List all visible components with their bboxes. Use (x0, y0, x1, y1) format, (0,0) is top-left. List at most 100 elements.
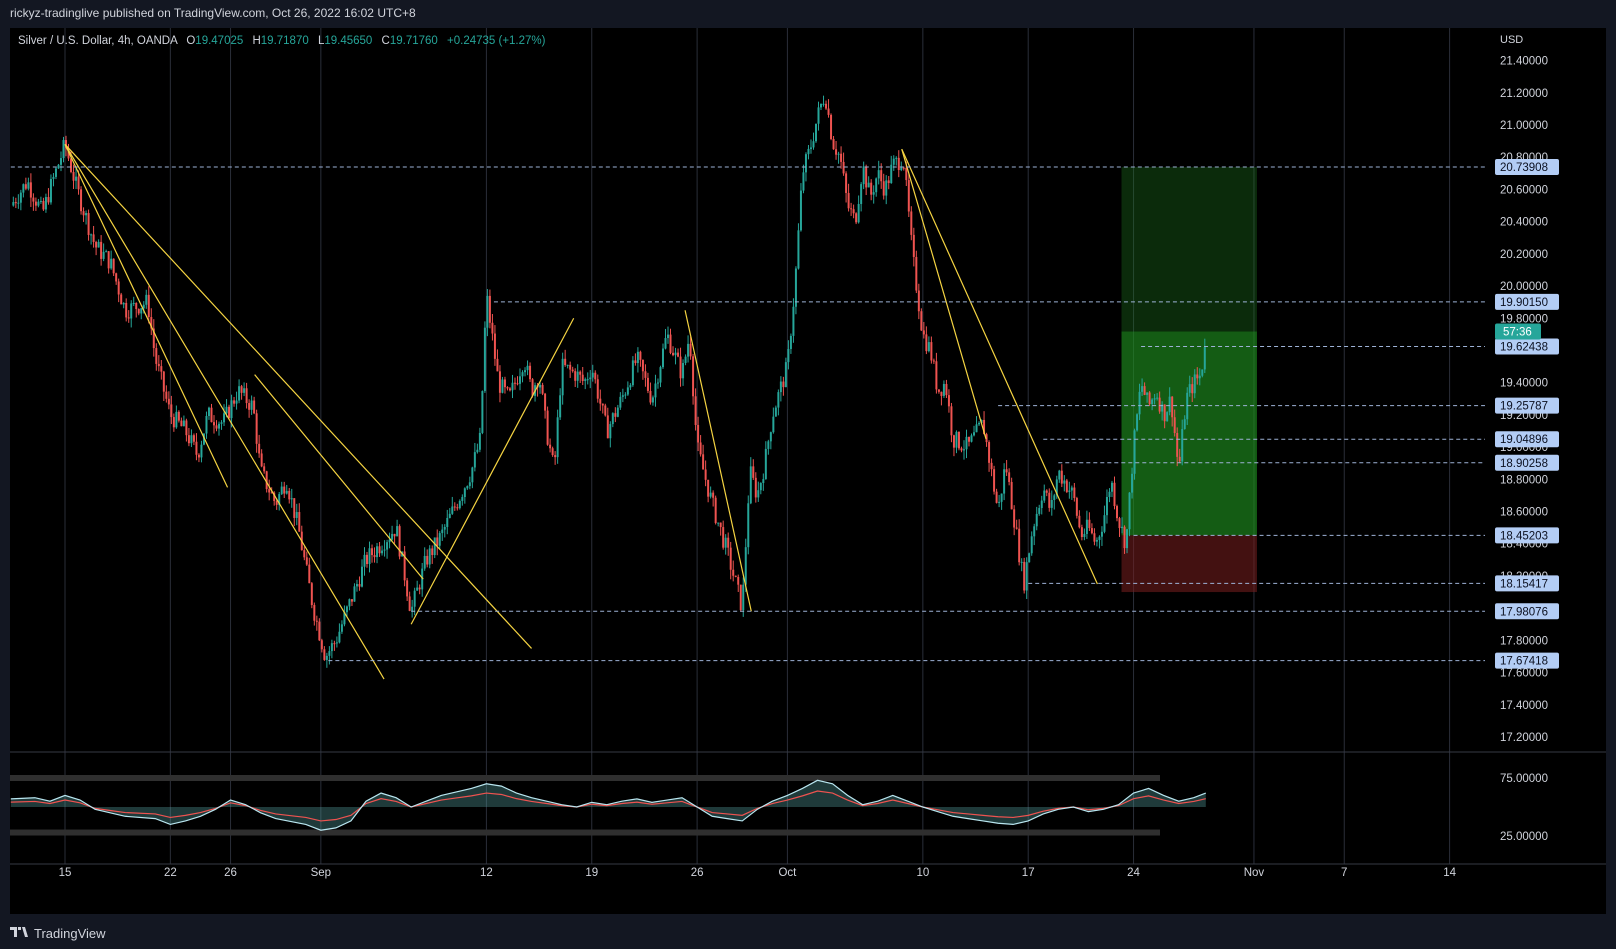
candle-up (1151, 399, 1154, 405)
candle-down (513, 382, 516, 384)
candle-down (983, 419, 986, 435)
candle-up (1146, 392, 1149, 395)
candle-up (1103, 515, 1106, 532)
level-label-bg (1495, 527, 1559, 544)
candle-down (935, 361, 938, 390)
candle-down (952, 435, 955, 448)
candle-down (945, 383, 948, 396)
chart-area[interactable]: USD17.2000017.4000017.6000017.8000018.00… (10, 28, 1606, 914)
candle-up (1108, 491, 1111, 497)
candle-down (273, 492, 276, 501)
candle-up (1068, 490, 1071, 492)
candle-up (22, 184, 25, 193)
candle-down (920, 311, 923, 331)
candle-up (205, 415, 208, 434)
candle-up (1098, 536, 1101, 540)
candle-up (243, 388, 246, 393)
candle-down (47, 197, 50, 203)
candle-up (804, 154, 807, 173)
candle-up (626, 387, 629, 395)
candle-up (1000, 493, 1003, 502)
candle-up (140, 308, 143, 314)
candle-down (947, 395, 950, 407)
candle-up (674, 352, 677, 356)
candle-down (692, 356, 695, 397)
candle-down (426, 555, 429, 565)
position-profit-filled (1121, 331, 1257, 536)
level-label-bg (1495, 603, 1559, 620)
price-tick-label: 17.20000 (1500, 732, 1548, 744)
candle-up (386, 542, 389, 550)
candle-down (112, 258, 115, 274)
candle-down (87, 213, 90, 235)
level-label-bg (1495, 431, 1559, 448)
candle-down (995, 491, 998, 503)
candle-down (606, 415, 609, 439)
price-tick-label: 21.00000 (1500, 120, 1548, 132)
candle-up (145, 294, 148, 305)
candle-down (308, 564, 311, 584)
candle-down (253, 400, 256, 414)
candle-down (350, 599, 353, 602)
candle-down (825, 103, 828, 109)
candle-up (942, 383, 945, 396)
candle-down (1065, 480, 1068, 492)
candle-down (604, 405, 607, 416)
candle-down (393, 533, 396, 537)
level-label-bg (1495, 454, 1559, 471)
candle-up (473, 452, 476, 468)
candle-down (283, 486, 286, 494)
candle-down (702, 454, 705, 470)
candle-down (1045, 490, 1048, 493)
candle-down (310, 583, 313, 606)
price-tick-label: 21.40000 (1500, 56, 1548, 68)
price-tick-label: 19.40000 (1500, 378, 1548, 390)
tradingview-logo-icon[interactable] (10, 926, 28, 941)
candle-down (265, 471, 268, 490)
candle-up (682, 363, 685, 379)
tradingview-logo-text[interactable]: TradingView (34, 925, 106, 941)
candle-down (255, 413, 258, 444)
candle-down (1008, 472, 1011, 482)
candle-down (1078, 515, 1081, 528)
candle-down (157, 363, 160, 367)
candle-down (571, 369, 574, 372)
candle-up (807, 148, 810, 155)
candle-down (1196, 374, 1199, 379)
time-tick-label: 17 (1022, 867, 1035, 879)
candle-up (962, 449, 965, 451)
candle-up (1095, 539, 1098, 542)
candle-down (1143, 386, 1146, 395)
trendline (410, 317, 575, 625)
candle-down (832, 139, 835, 150)
candle-up (589, 377, 592, 380)
symbol-title[interactable]: Silver / U.S. Dollar, 4h, OANDA (18, 35, 178, 47)
candle-up (1193, 374, 1196, 394)
candle-down (125, 302, 128, 318)
candle-down (714, 497, 717, 524)
candle-down (268, 489, 271, 493)
candle-down (453, 506, 456, 508)
candle-up (1070, 487, 1073, 491)
candle-down (245, 388, 248, 404)
candle-up (225, 406, 228, 414)
candle-up (787, 348, 790, 363)
candle-down (679, 356, 682, 379)
candle-down (233, 400, 236, 404)
candle-up (812, 141, 815, 148)
candle-up (340, 624, 343, 632)
candle-up (724, 537, 727, 548)
candle-up (892, 158, 895, 165)
candle-up (49, 179, 52, 203)
candle-up (749, 466, 752, 504)
candle-up (90, 234, 93, 236)
candle-down (579, 371, 582, 375)
candle-up (175, 411, 178, 428)
candle-up (659, 367, 662, 383)
chart-svg[interactable]: USD17.2000017.4000017.6000017.8000018.00… (10, 28, 1606, 914)
high-value: 19.71870 (260, 35, 309, 47)
candle-down (135, 302, 138, 309)
candle-down (732, 569, 735, 576)
candle-up (519, 376, 522, 384)
candle-up (59, 158, 62, 165)
